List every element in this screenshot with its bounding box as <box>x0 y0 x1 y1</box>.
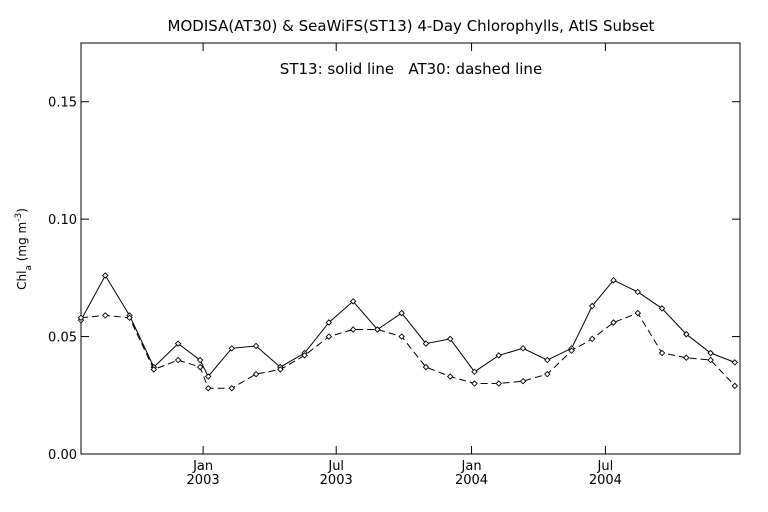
x-tick-month-label: Jan <box>461 459 482 474</box>
data-point-st13 <box>446 335 454 343</box>
y-tick-label: 0.05 <box>48 331 77 346</box>
data-point-at30 <box>707 356 714 364</box>
data-point-st13 <box>398 309 405 317</box>
plot-frame <box>80 42 741 455</box>
x-tick-month-label: Jan <box>192 459 213 474</box>
data-point-st13 <box>205 373 212 380</box>
series-layer <box>77 272 739 392</box>
data-point-st13 <box>544 356 551 364</box>
x-tick-month-label: Jul <box>327 459 344 474</box>
data-point-at30 <box>126 314 133 322</box>
data-point-at30 <box>658 349 666 357</box>
data-point-at30 <box>150 366 158 373</box>
data-point-st13 <box>731 359 739 366</box>
data-point-at30 <box>228 385 236 392</box>
data-point-st13 <box>634 288 642 296</box>
y-axis-label-main: Chl <box>15 271 29 290</box>
data-point-at30 <box>174 356 182 364</box>
data-point-st13 <box>252 342 260 350</box>
data-point-st13 <box>102 272 109 279</box>
data-point-st13 <box>174 340 182 347</box>
data-point-at30 <box>422 363 430 371</box>
series-style-note: ST13: solid line AT30: dashed line <box>280 60 542 78</box>
x-tick-year-label: 2004 <box>455 473 488 488</box>
data-point-at30 <box>731 382 739 390</box>
series-line-at30 <box>80 312 736 389</box>
chart-title: MODISA(AT30) & SeaWiFS(ST13) 4-Day Chlor… <box>168 17 655 35</box>
data-point-at30 <box>446 373 454 380</box>
data-point-st13 <box>519 345 527 352</box>
data-point-at30 <box>77 314 85 322</box>
data-point-st13 <box>707 349 714 357</box>
data-point-st13 <box>196 356 204 364</box>
y-axis-label: Chla (mg m-3) <box>14 208 34 290</box>
data-point-st13 <box>588 302 596 310</box>
data-point-at30 <box>610 319 617 326</box>
data-point-st13 <box>683 330 690 338</box>
data-point-st13 <box>495 352 502 359</box>
data-point-at30 <box>205 385 212 392</box>
x-tick-year-label: 2004 <box>589 473 622 488</box>
y-axis-label-units-close: ) <box>15 208 29 213</box>
data-point-st13 <box>610 276 617 284</box>
data-point-at30 <box>374 326 381 333</box>
data-point-at30 <box>102 312 109 319</box>
data-point-at30 <box>634 309 642 317</box>
data-point-st13 <box>471 368 478 376</box>
y-axis-label-units: (mg m <box>15 222 29 265</box>
y-tick-label: 0.15 <box>48 96 77 111</box>
data-point-at30 <box>519 377 527 385</box>
y-axis-label-units-exponent: -3 <box>14 213 24 222</box>
data-point-at30 <box>588 335 596 343</box>
data-point-at30 <box>544 370 551 378</box>
data-point-at30 <box>252 370 260 378</box>
data-point-at30 <box>471 380 478 387</box>
data-point-at30 <box>301 352 308 359</box>
data-point-st13 <box>422 340 430 347</box>
data-point-at30 <box>196 363 204 371</box>
data-point-st13 <box>228 345 236 352</box>
data-point-at30 <box>398 333 405 340</box>
data-point-at30 <box>568 347 575 354</box>
y-tick-label: 0.00 <box>48 448 77 463</box>
data-point-at30 <box>495 380 502 387</box>
data-point-at30 <box>349 326 357 333</box>
data-point-at30 <box>277 366 284 373</box>
data-point-st13 <box>325 319 333 326</box>
y-tick-label: 0.10 <box>48 213 77 228</box>
x-tick-year-label: 2003 <box>320 473 353 488</box>
x-tick-month-label: Jul <box>597 459 614 474</box>
y-axis-label-sub: a <box>24 265 34 271</box>
data-point-at30 <box>325 333 333 340</box>
y-axis: 0.00 0.05 0.10 0.15 <box>48 96 740 463</box>
data-point-st13 <box>349 298 357 305</box>
x-tick-year-label: 2003 <box>187 473 220 488</box>
data-point-st13 <box>658 305 666 312</box>
data-point-at30 <box>683 354 690 361</box>
